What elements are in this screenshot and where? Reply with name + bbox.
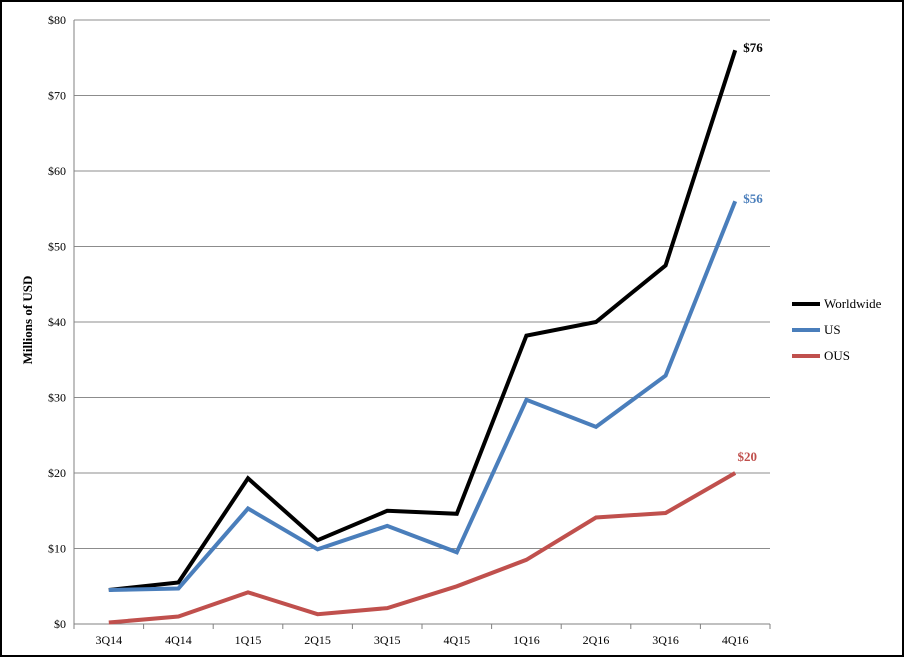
x-tick-label: 4Q14 <box>165 633 192 647</box>
end-label-worldwide: $76 <box>743 40 763 55</box>
y-tick-label: $60 <box>48 164 66 178</box>
series-line-worldwide <box>108 49 738 592</box>
legend: Worldwide US OUS <box>792 296 882 363</box>
y-tick-label: $20 <box>48 466 66 480</box>
x-tick-label: 2Q16 <box>583 633 610 647</box>
series-line-us <box>108 200 738 592</box>
y-tick-label: $0 <box>54 617 66 631</box>
x-tick-label: 2Q15 <box>304 633 331 647</box>
x-tick-label: 4Q16 <box>722 633 749 647</box>
x-tick-label: 3Q15 <box>374 633 401 647</box>
x-axis: 3Q14 4Q14 1Q15 2Q15 3Q15 4Q15 1Q16 2Q16 3Q16 4Q16 <box>73 624 771 647</box>
end-label-ous: $20 <box>737 449 757 464</box>
y-axis-title: Millions of USD <box>20 276 35 365</box>
x-tick-label: 4Q15 <box>443 633 470 647</box>
x-tick-label: 3Q16 <box>652 633 679 647</box>
legend-label-us: US <box>824 322 841 337</box>
y-tick-label: $50 <box>48 240 66 254</box>
legend-label-worldwide: Worldwide <box>824 296 882 311</box>
y-tick-label: $70 <box>48 89 66 103</box>
x-tick-label: 3Q14 <box>95 633 122 647</box>
y-tick-label: $30 <box>48 391 66 405</box>
y-tick-label: $10 <box>48 542 66 556</box>
y-tick-label: $40 <box>48 315 66 329</box>
x-tick-label: 1Q15 <box>235 633 262 647</box>
y-tick-label: $80 <box>48 13 66 27</box>
series-lines <box>108 49 738 625</box>
end-label-us: $56 <box>743 191 763 206</box>
series-line-ous <box>108 471 737 625</box>
gridlines <box>74 19 770 625</box>
y-axis: $0 $10 $20 $30 $40 $50 $60 $70 $80 <box>48 13 75 631</box>
legend-label-ous: OUS <box>824 348 850 363</box>
end-labels: $76 $56 $20 <box>737 40 763 464</box>
x-tick-label: 1Q16 <box>513 633 540 647</box>
